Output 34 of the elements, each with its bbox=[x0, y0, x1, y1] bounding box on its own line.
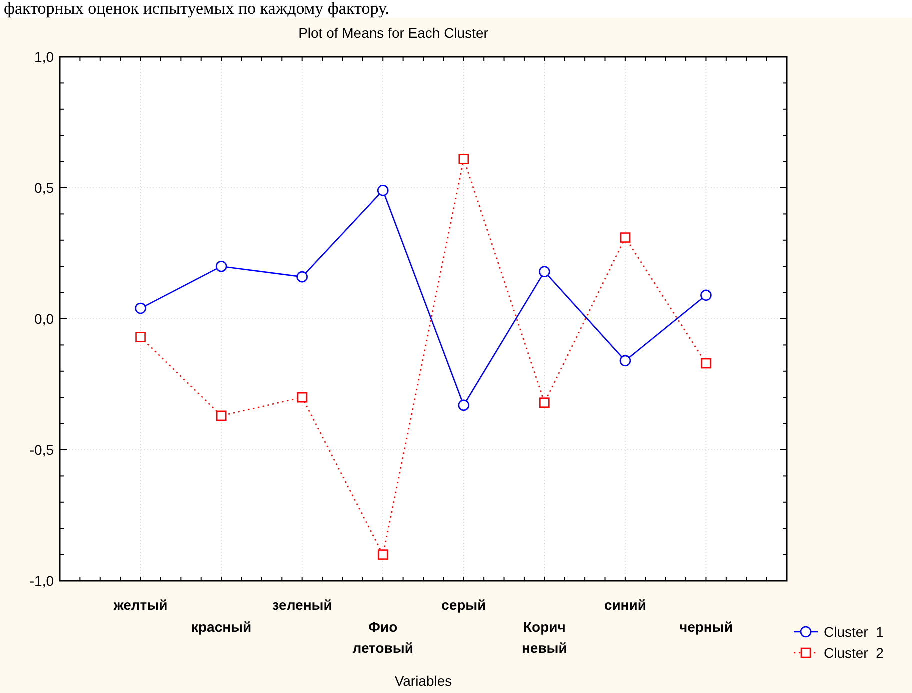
x-tick-label: черный bbox=[679, 619, 733, 635]
y-tick-label: -1,0 bbox=[30, 573, 54, 589]
y-tick-label: 0,0 bbox=[34, 311, 54, 327]
point bbox=[296, 271, 308, 283]
x-tick-label: зеленый bbox=[272, 597, 332, 613]
point bbox=[297, 392, 308, 403]
x-tick-label: красный bbox=[191, 619, 252, 635]
point bbox=[700, 290, 712, 302]
point bbox=[377, 184, 389, 196]
point bbox=[701, 358, 712, 369]
point bbox=[216, 260, 228, 272]
text: факторных оценок испытуемых по каждому фактору. bbox=[4, 0, 390, 18]
x-axis-title: Variables bbox=[394, 673, 452, 689]
point bbox=[378, 550, 388, 560]
x-tick-label: серый bbox=[442, 597, 486, 613]
chart-title: Plot of Means for Each Cluster bbox=[298, 25, 489, 41]
x-tick-label: Корич невый bbox=[522, 619, 568, 656]
y-tick-label: 1,0 bbox=[34, 49, 54, 65]
y-tick-label: -0,5 bbox=[30, 442, 54, 458]
x-tick-label: синий bbox=[604, 597, 646, 613]
point bbox=[458, 400, 470, 412]
x-tick-label: желтый bbox=[112, 597, 168, 613]
legend-label: Cluster 2 bbox=[824, 645, 884, 661]
y-tick-label: 0,5 bbox=[34, 180, 54, 196]
point bbox=[620, 355, 632, 367]
legend-label: Cluster 1 bbox=[824, 624, 884, 640]
x-tick-label: Фио летовый bbox=[352, 619, 414, 656]
point bbox=[539, 266, 550, 278]
point bbox=[620, 232, 631, 243]
point bbox=[216, 410, 227, 422]
point bbox=[458, 154, 470, 164]
point bbox=[540, 398, 550, 408]
point bbox=[135, 302, 146, 314]
point bbox=[136, 332, 146, 342]
